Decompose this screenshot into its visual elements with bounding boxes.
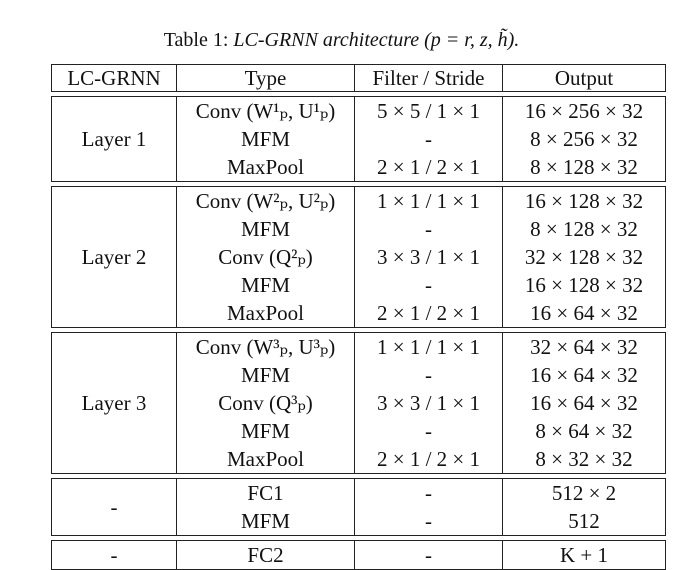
table-header: LC-GRNN Type Filter / Stride Output (51, 64, 666, 92)
output-cell: 16 × 256 × 32 (502, 96, 666, 125)
output-cell: 8 × 256 × 32 (502, 125, 666, 153)
output-cell: 16 × 64 × 32 (502, 389, 666, 417)
table-row: - FC2- K + 1 (51, 540, 666, 570)
type-cell: Conv (W¹ₚ, U¹ₚ) (176, 96, 355, 125)
type-cell: Conv (W³ₚ, U³ₚ) (176, 332, 355, 361)
table-row: Layer 3 Conv (W³ₚ, U³ₚ) 1 × 1 / 1 × 1 32 × … (51, 332, 666, 474)
layer-name-cell: - (51, 540, 177, 570)
output-cell: 16 × 128 × 32 (502, 186, 666, 215)
type-cell: FC2 (176, 540, 355, 570)
filter-stride-cell: - (354, 361, 503, 389)
type-cell: MaxPool (176, 153, 355, 182)
header-filter-stride: Filter / Stride (354, 64, 503, 92)
table-row: Layer 1 Conv (W¹ₚ, U¹ₚ) 5 × 5 / 1 × 1 16 × … (51, 96, 666, 182)
filter-stride-cell: - (354, 215, 503, 243)
filter-stride-cell: 2 × 1 / 2 × 1 (354, 445, 503, 474)
type-cell: MFM (176, 507, 355, 536)
output-cell: 16 × 64 × 32 (502, 299, 666, 328)
layer-name-cell: - (51, 478, 177, 536)
output-cell: 512 (502, 507, 666, 536)
output-cell: K + 1 (502, 540, 666, 570)
filter-stride-cell: - (354, 478, 503, 507)
caption-text: LC-GRNN architecture (p = r, z, h̃). (233, 29, 520, 51)
table-row: MFM -512 (52, 507, 666, 536)
layer-name-cell: Layer 2 (51, 186, 177, 328)
output-cell: 512 × 2 (502, 478, 666, 507)
architecture-table: LC-GRNN Type Filter / Stride Output Laye… (51, 64, 666, 570)
type-cell: MFM (176, 361, 355, 389)
output-cell: 8 × 32 × 32 (502, 445, 666, 474)
type-cell: Conv (Q²ₚ) (176, 243, 355, 271)
type-cell: MFM (176, 271, 355, 299)
type-cell: FC1 (176, 478, 355, 507)
output-cell: 16 × 64 × 32 (502, 361, 666, 389)
output-cell: 32 × 128 × 32 (502, 243, 666, 271)
caption-label: Table 1: (163, 29, 229, 51)
filter-stride-cell: - (354, 417, 503, 445)
filter-stride-cell: - (354, 540, 503, 570)
table-row: MFM -16 × 128 × 32 (52, 271, 666, 299)
type-cell: MFM (176, 215, 355, 243)
filter-stride-cell: 3 × 3 / 1 × 1 (354, 389, 503, 417)
header-row: LC-GRNN Type Filter / Stride Output (51, 64, 666, 92)
output-cell: 8 × 128 × 32 (502, 215, 666, 243)
filter-stride-cell: - (354, 507, 503, 536)
filter-stride-cell: 2 × 1 / 2 × 1 (354, 299, 503, 328)
output-cell: 32 × 64 × 32 (502, 332, 666, 361)
output-cell: 16 × 128 × 32 (502, 271, 666, 299)
layer-name-cell: Layer 3 (51, 332, 177, 474)
type-cell: Conv (W²ₚ, U²ₚ) (176, 186, 355, 215)
table-row: MFM -8 × 128 × 32 (52, 215, 666, 243)
table-row: Layer 2 Conv (W²ₚ, U²ₚ) 1 × 1 / 1 × 1 16 × … (51, 186, 666, 328)
header-lc-grnn: LC-GRNN (51, 64, 177, 92)
filter-stride-cell: 1 × 1 / 1 × 1 (354, 186, 503, 215)
type-cell: MFM (176, 125, 355, 153)
header-output: Output (502, 64, 666, 92)
table-row: MFM -16 × 64 × 32 (52, 361, 666, 389)
filter-stride-cell: 2 × 1 / 2 × 1 (354, 153, 503, 182)
filter-stride-cell: 1 × 1 / 1 × 1 (354, 332, 503, 361)
table-row: Conv (Q²ₚ) 3 × 3 / 1 × 1 32 × 128 × 32 (52, 243, 666, 271)
table-body: Layer 1 Conv (W¹ₚ, U¹ₚ) 5 × 5 / 1 × 1 16 × … (51, 92, 666, 570)
table-row: MaxPool 2 × 1 / 2 × 1 16 × 64 × 32 (52, 299, 666, 328)
filter-stride-cell: - (354, 125, 503, 153)
output-cell: 8 × 64 × 32 (502, 417, 666, 445)
table-caption: Table 1: LC-GRNN architecture (p = r, z,… (0, 26, 683, 54)
layer-name-cell: Layer 1 (51, 96, 177, 182)
type-cell: MaxPool (176, 445, 355, 474)
table-row: - FC1-512 × 2 (51, 478, 666, 536)
output-cell: 8 × 128 × 32 (502, 153, 666, 182)
type-cell: MFM (176, 417, 355, 445)
filter-stride-cell: 3 × 3 / 1 × 1 (354, 243, 503, 271)
table-row: MFM -8 × 64 × 32 (52, 417, 666, 445)
filter-stride-cell: 5 × 5 / 1 × 1 (354, 96, 503, 125)
filter-stride-cell: - (354, 271, 503, 299)
type-cell: Conv (Q³ₚ) (176, 389, 355, 417)
table-row: Conv (Q³ₚ) 3 × 3 / 1 × 1 16 × 64 × 32 (52, 389, 666, 417)
header-type: Type (176, 64, 355, 92)
type-cell: MaxPool (176, 299, 355, 328)
table-row: MFM -8 × 256 × 32 (52, 125, 666, 153)
